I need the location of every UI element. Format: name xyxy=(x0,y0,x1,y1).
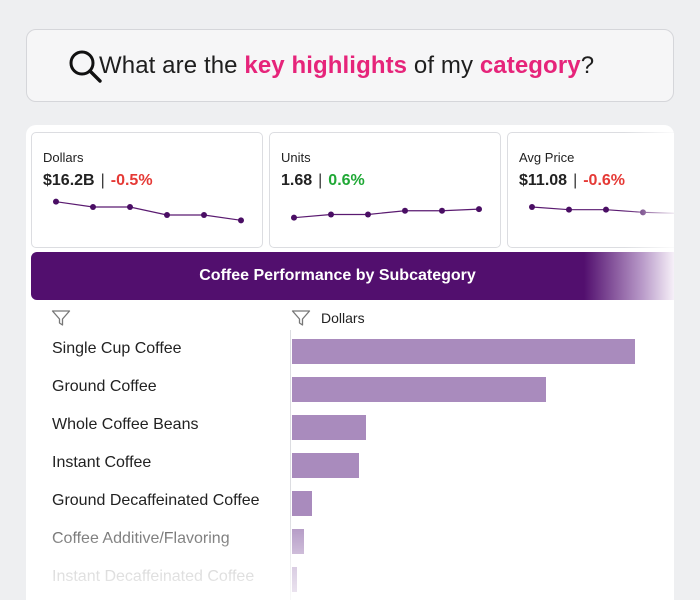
dollars-header-label: Dollars xyxy=(321,310,365,326)
sparkline-point xyxy=(439,207,445,214)
dollars-column-header[interactable]: Dollars xyxy=(291,309,365,327)
kpi-label: Units xyxy=(281,150,311,165)
search-icon xyxy=(69,50,102,83)
dollars-bar[interactable] xyxy=(292,567,297,592)
dollars-bar[interactable] xyxy=(292,377,546,402)
subcategory-label[interactable]: Single Cup Coffee xyxy=(52,340,182,357)
kpi-sparkline xyxy=(529,204,674,216)
sparkline-point xyxy=(238,217,244,224)
kpi-label: Avg Price xyxy=(519,150,575,165)
category-column-header[interactable] xyxy=(51,309,71,327)
sparkline-point xyxy=(640,209,646,216)
dollars-bar[interactable] xyxy=(292,415,366,440)
search-bar[interactable]: What are the key highlights of my catego… xyxy=(26,29,674,102)
sparkline-point xyxy=(90,204,96,210)
chart-title-band: Coffee Performance by Subcategory xyxy=(31,252,674,300)
kpi-label: Dollars xyxy=(43,150,84,165)
list-scroll-fade xyxy=(26,515,674,600)
sparkline-point xyxy=(328,211,334,218)
dollars-bar[interactable] xyxy=(292,339,635,364)
sparkline-point xyxy=(201,212,207,218)
sparkline-point xyxy=(566,206,572,213)
kpi-value: $11.08 xyxy=(519,172,568,189)
search-query[interactable]: What are the key highlights of my catego… xyxy=(99,52,594,80)
kpi-change: -0.6% xyxy=(583,172,626,189)
subcategory-label[interactable]: Instant Decaffeinated Coffee xyxy=(52,568,255,585)
subcategory-label[interactable]: Coffee Additive/Flavoring xyxy=(52,530,230,547)
kpi-card-units[interactable]: Units 1.68 | 0.6% xyxy=(269,132,501,248)
sparkline-line xyxy=(55,201,242,221)
kpi-separator: | xyxy=(318,172,323,189)
sparkline-point xyxy=(402,207,408,214)
query-text: ? xyxy=(580,52,595,79)
query-keyword: key highlights xyxy=(244,52,408,79)
chart-title: Coffee Performance by Subcategory xyxy=(199,267,476,284)
kpi-change: 0.6% xyxy=(328,172,365,189)
column-divider xyxy=(290,330,291,600)
dollars-bar[interactable] xyxy=(292,529,304,554)
sparkline-point xyxy=(365,211,371,218)
subcategory-label[interactable]: Ground Decaffeinated Coffee xyxy=(52,492,260,509)
insights-panel: Dollars $16.2B | -0.5% Units 1.68 | 0.6% Avg Pri… xyxy=(26,125,674,600)
sparkline-point xyxy=(476,206,482,213)
kpi-separator: | xyxy=(573,172,578,189)
kpi-sparkline xyxy=(53,198,244,224)
filter-icon[interactable] xyxy=(291,309,311,327)
filter-icon[interactable] xyxy=(51,309,71,327)
kpi-separator: | xyxy=(100,172,105,189)
kpi-value: 1.68 xyxy=(281,172,313,189)
sparkline-point xyxy=(529,204,535,210)
subcategory-label[interactable]: Ground Coffee xyxy=(52,378,157,395)
kpi-sparkline xyxy=(291,206,482,221)
kpi-card-dollars[interactable]: Dollars $16.2B | -0.5% xyxy=(31,132,263,248)
sparkline-line xyxy=(293,208,480,219)
sparkline-point xyxy=(53,198,59,205)
dollars-bar[interactable] xyxy=(292,491,312,516)
kpi-value: $16.2B xyxy=(43,172,95,189)
query-text: of my xyxy=(407,52,480,79)
subcategory-label[interactable]: Whole Coffee Beans xyxy=(52,416,199,433)
subcategory-label[interactable]: Instant Coffee xyxy=(52,454,152,471)
sparkline-point xyxy=(603,206,609,213)
sparkline-point xyxy=(291,214,297,221)
sparkline-point xyxy=(164,212,170,218)
query-text: What are the xyxy=(99,52,245,79)
query-keyword: category xyxy=(479,52,581,79)
dollars-bar[interactable] xyxy=(292,453,359,478)
kpi-card-avg-price[interactable]: Avg Price $11.08 | -0.6% xyxy=(507,132,674,248)
kpi-change: -0.5% xyxy=(110,172,153,189)
sparkline-line xyxy=(531,206,674,214)
sparkline-point xyxy=(127,204,133,210)
